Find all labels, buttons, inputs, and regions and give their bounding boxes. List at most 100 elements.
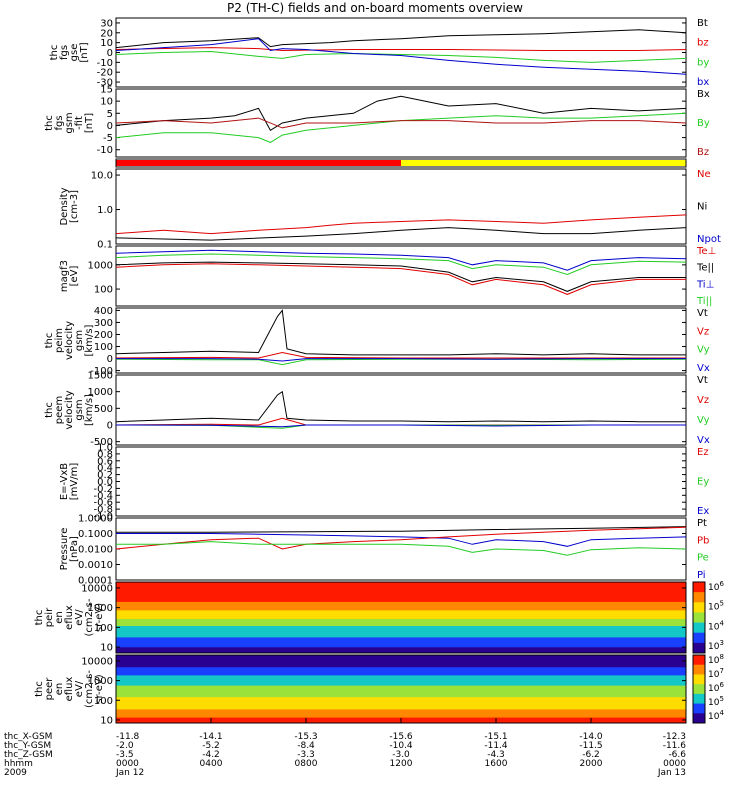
x-axis-value: -14.1 (199, 732, 222, 742)
y-axis-label: thc (44, 115, 55, 131)
legend-entry: by (697, 57, 709, 68)
legend-entry: Vy (697, 415, 710, 426)
y-tick-label: 0.1 (97, 240, 113, 251)
series-line (115, 227, 687, 241)
series-line (116, 541, 687, 556)
colorbar-tick-label: 105 (708, 600, 724, 613)
mode-bar-frame (115, 158, 687, 168)
y-tick-label: -20 (97, 68, 113, 79)
y-axis-label: en (54, 683, 65, 696)
colorbar-frame (692, 581, 706, 654)
colorbar-tick-label: 106 (708, 580, 724, 593)
y-tick-label: 0 (107, 121, 113, 132)
y-tick-label: -0.8 (93, 505, 113, 516)
y-axis-label: thc (34, 681, 45, 697)
y-axis-label: eV/ (74, 609, 85, 626)
colorbar-segment (693, 703, 705, 714)
x-axis-value: 0000 (663, 759, 686, 769)
x-axis-value: 1600 (485, 759, 508, 769)
x-axis-value: 0000 (116, 759, 139, 769)
y-axis-label: [mV/m] (69, 463, 80, 501)
spectrogram-band (116, 610, 686, 620)
series-line (115, 351, 686, 359)
mode-bar-segment (116, 160, 401, 166)
y-axis-label: -fit (74, 116, 85, 130)
x-axis-value: -5.2 (202, 741, 220, 751)
y-tick-label: 0.0 (97, 477, 113, 488)
x-axis-value: -8.4 (297, 741, 315, 751)
y-tick-label: 0 (107, 48, 113, 59)
y-tick-label: 100 (94, 623, 113, 634)
legend-entry: bx (697, 77, 709, 88)
x-axis-row-label: thc_Z-GSM (4, 750, 53, 760)
panel-frame (115, 17, 687, 88)
y-axis-label: fgs (59, 45, 70, 60)
x-axis-row-label: hhmm (4, 759, 33, 769)
series-line (115, 249, 687, 271)
y-tick-label: -1.0 (93, 512, 113, 523)
y-tick-label: 100 (94, 285, 113, 296)
colorbar-segment (693, 642, 705, 654)
series-line (115, 358, 687, 366)
spectrogram-band (116, 655, 686, 668)
legend-entry: Ti|| (696, 296, 712, 307)
spectrogram-band (116, 709, 686, 719)
y-axis-label: velocity (64, 321, 75, 360)
series-line (115, 417, 686, 426)
y-tick-label: 10000 (81, 656, 113, 667)
colorbar-segment (693, 582, 705, 593)
y-axis-label: gse (69, 44, 80, 62)
y-tick-label: -0.2 (93, 484, 113, 495)
x-axis-value: -3.0 (392, 750, 410, 760)
y-tick-label: 1000 (88, 676, 113, 687)
y-axis-label: magf3 (59, 260, 70, 292)
colorbar-segment (693, 674, 705, 685)
panel-frame (115, 374, 687, 446)
x-axis-value: -11.4 (484, 741, 508, 751)
y-tick-label: 200 (94, 330, 113, 341)
y-axis-label: Pressure (59, 528, 70, 571)
series-line (115, 424, 686, 428)
y-tick-label: 0.6 (97, 456, 113, 467)
y-tick-label: -30 (97, 78, 113, 89)
y-axis-label: (cm2-s- (84, 670, 95, 708)
y-axis-label: eflux (64, 677, 75, 702)
colorbar-segment (693, 602, 705, 613)
y-tick-label: 500 (94, 404, 113, 415)
series-line (115, 38, 687, 75)
panel-frame (115, 446, 687, 517)
mode-bar-segment (401, 160, 686, 166)
spectrogram-band (116, 582, 686, 603)
y-tick-label: -500 (90, 437, 113, 448)
y-axis-label: peir (44, 607, 55, 627)
spectrogram-band (116, 618, 686, 627)
x-axis-value: -10.4 (389, 741, 413, 751)
legend-entry: Vz (697, 326, 709, 337)
spectrogram-band (116, 626, 686, 638)
y-axis-label: [km/s] (84, 324, 95, 356)
series-line (116, 526, 687, 533)
colorbar-frame (692, 654, 706, 724)
y-axis-label: [nT] (79, 42, 90, 62)
series-line (115, 390, 686, 423)
series-line (116, 533, 687, 547)
legend-entry: Pt (697, 518, 707, 529)
y-axis-label: peem (54, 396, 65, 424)
y-tick-label: 1.0000 (78, 514, 113, 525)
y-axis-label: velocity (64, 390, 75, 429)
series-line (116, 358, 686, 362)
y-axis-label: gsm (64, 112, 75, 133)
x-axis-value: -15.1 (484, 732, 507, 742)
legend-entry: Vt (697, 375, 708, 386)
x-axis-value: -12.3 (663, 732, 686, 742)
panel-frame (115, 581, 687, 654)
x-axis-value: 0800 (295, 759, 318, 769)
colorbar-segment (693, 632, 705, 644)
y-tick-label: -100 (90, 366, 113, 377)
y-tick-label: 0.1000 (78, 529, 113, 540)
legend-entry: Te⊥ (696, 246, 716, 257)
y-tick-label: 0.0001 (78, 576, 113, 587)
series-line (115, 309, 686, 356)
y-axis-label: en (54, 611, 65, 624)
x-axis-value: -3.5 (116, 750, 134, 760)
